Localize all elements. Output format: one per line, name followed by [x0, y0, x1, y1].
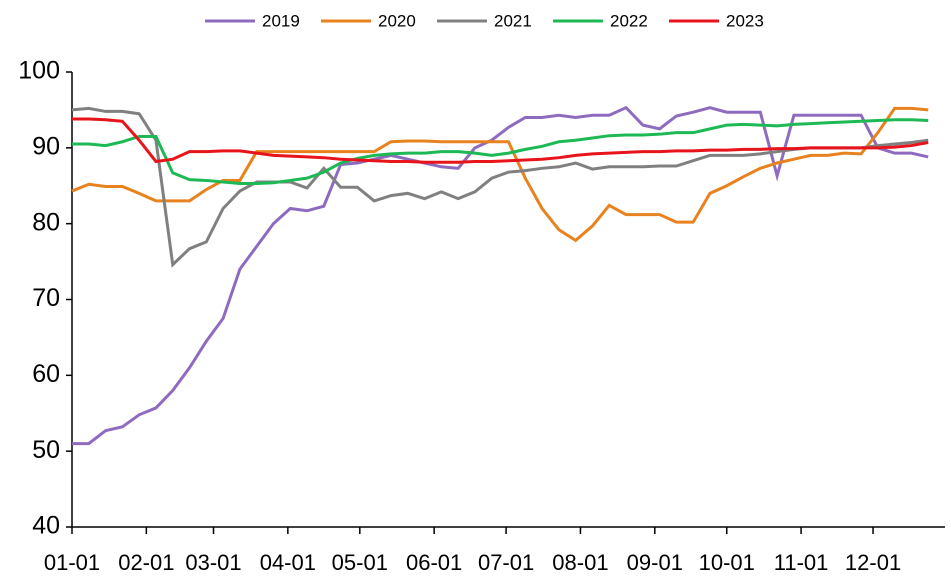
x-tick-label: 05-01 [332, 550, 388, 575]
x-tick-label: 02-01 [118, 550, 174, 575]
legend-label: 2023 [726, 11, 764, 30]
series-line [72, 117, 929, 164]
series-line [71, 106, 929, 243]
y-tick-label: 40 [32, 512, 60, 540]
y-tick-label: 50 [32, 436, 60, 464]
y-tick-label: 90 [32, 132, 60, 160]
y-tick-label: 70 [32, 284, 60, 312]
x-tick-label: 12-01 [845, 550, 901, 575]
x-tick-label: 06-01 [406, 550, 462, 575]
y-tick-label: 80 [32, 208, 60, 236]
legend-label: 2021 [494, 11, 532, 30]
x-tick-label: 04-01 [260, 550, 316, 575]
x-tick-label: 10-01 [699, 550, 755, 575]
x-tick-label: 09-01 [627, 550, 683, 575]
y-tick-label: 60 [32, 360, 60, 388]
x-tick-label: 01-01 [44, 550, 100, 575]
x-tick-label: 11-01 [774, 550, 829, 575]
y-tick-label: 100 [18, 57, 60, 85]
series-line [71, 106, 929, 268]
x-tick-label: 07-01 [478, 550, 534, 575]
x-tick-label: 03-01 [185, 550, 241, 575]
x-tick-label: 08-01 [552, 550, 608, 575]
legend-label: 2019 [262, 11, 300, 30]
legend-label: 2022 [610, 11, 648, 30]
series-line [72, 118, 929, 185]
series-line [72, 105, 929, 446]
legend-label: 2020 [378, 11, 416, 30]
